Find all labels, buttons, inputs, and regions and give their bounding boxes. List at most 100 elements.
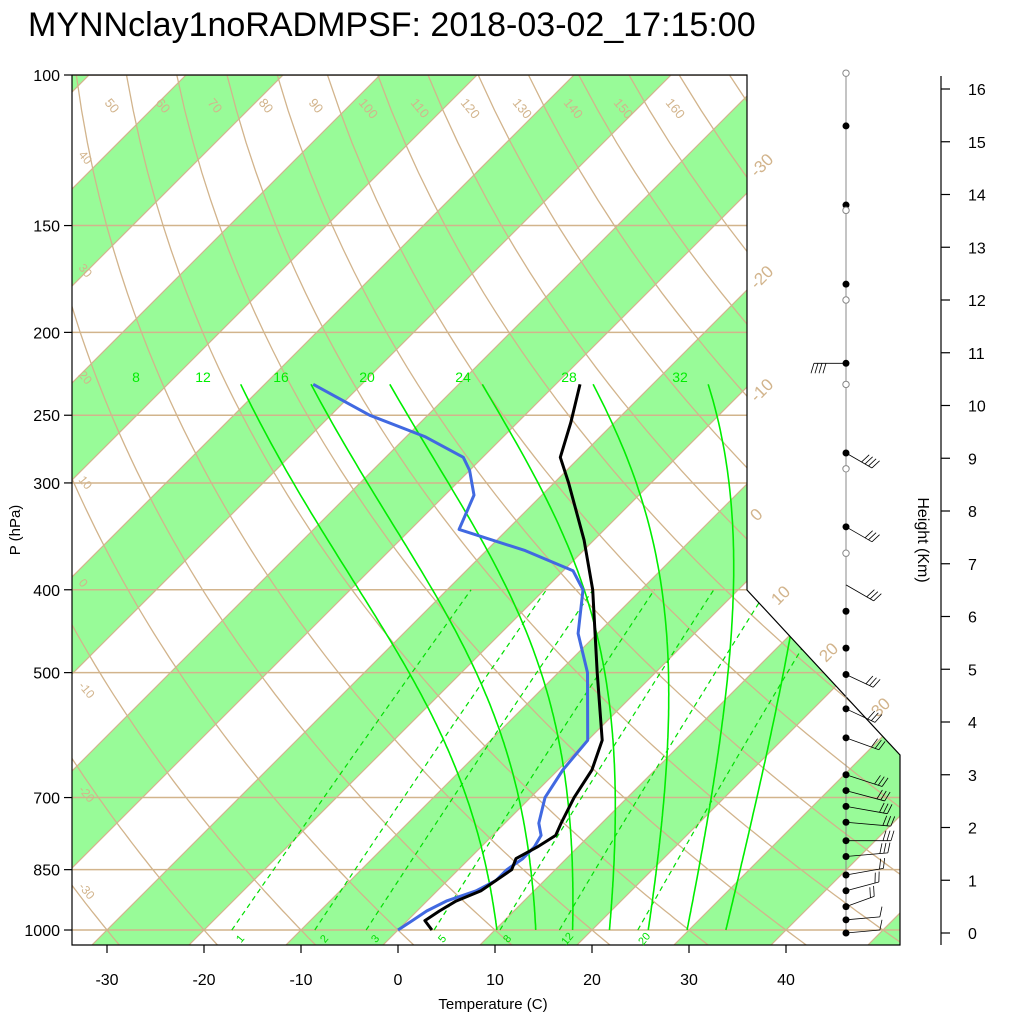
wind-barb-flag xyxy=(822,363,827,374)
wind-barb-flag xyxy=(887,804,893,814)
height-tick-label: 1 xyxy=(968,873,977,890)
height-tick-label: 9 xyxy=(968,451,977,468)
pressure-tick-label: 150 xyxy=(33,219,60,236)
wind-barb-flag xyxy=(869,887,871,898)
height-level-dot xyxy=(842,280,850,288)
wind-barb-flag xyxy=(880,790,887,801)
isotherm-line xyxy=(72,75,497,945)
dry-adiabat xyxy=(72,75,126,945)
wind-barb-flag xyxy=(874,714,883,723)
height-tick-label: 16 xyxy=(968,82,986,99)
wind-barb-flag xyxy=(814,363,819,374)
x-axis-label: Temperature (C) xyxy=(438,996,547,1013)
dewpoint-profile xyxy=(312,382,590,932)
height-level-dot xyxy=(842,201,850,209)
wind-barb xyxy=(845,708,883,723)
isotherm-label: 10 xyxy=(767,582,794,609)
dry-adiabat xyxy=(75,75,619,945)
wind-barb-shaft xyxy=(845,806,888,815)
plot-frame xyxy=(71,74,901,946)
wind-barb xyxy=(845,919,883,934)
dry-adiabat xyxy=(72,75,520,945)
pressure-tick-label: 300 xyxy=(33,476,60,493)
height-axis-label: Height (Km) xyxy=(914,497,931,582)
dry-adiabat xyxy=(326,75,900,945)
wind-barb-flag xyxy=(879,802,885,813)
height-level-dot xyxy=(842,607,850,615)
pressure-tick-label: 700 xyxy=(33,791,60,808)
sounding-profiles xyxy=(312,382,604,932)
wind-barb-flag xyxy=(881,777,889,787)
wind-barb-shaft xyxy=(845,881,879,892)
wind-barb-flag xyxy=(883,857,886,869)
dry-adiabat xyxy=(72,75,225,945)
temperature-tick-label: 20 xyxy=(583,972,601,989)
dry-adiabat xyxy=(427,75,900,945)
pressure-tick-label: 200 xyxy=(33,325,60,342)
wind-barb-flag xyxy=(874,775,881,785)
wind-barb-flag xyxy=(874,739,882,749)
wind-barb-flag xyxy=(873,885,875,897)
height-tick-label: 7 xyxy=(968,557,977,574)
wind-barb-flag xyxy=(886,830,891,841)
height-tick-label: 12 xyxy=(968,293,986,310)
moist-adiabat-label: 28 xyxy=(561,369,577,385)
mixing-ratio-line xyxy=(637,589,839,931)
wind-barb xyxy=(845,789,891,802)
pressure-tick-label: 850 xyxy=(33,863,60,880)
height-level-dot xyxy=(842,771,850,779)
isotherm-label: 0 xyxy=(746,505,766,525)
height-level-dot xyxy=(842,802,850,810)
isotherm-line xyxy=(72,75,788,945)
height-open-dot xyxy=(842,296,850,304)
moist-adiabat xyxy=(592,383,670,931)
temperature-tick-label: 40 xyxy=(777,972,795,989)
y-axis-label: P (hPa) xyxy=(7,505,24,556)
wind-barb xyxy=(845,674,881,688)
wind-barb-flag xyxy=(878,776,885,786)
mixing-ratio-line xyxy=(314,589,547,931)
wind-barb-shaft xyxy=(845,916,880,921)
wind-barb xyxy=(845,815,896,827)
wind-barb-flag xyxy=(871,460,880,469)
height-tick-label: 4 xyxy=(968,715,977,732)
height-level-dot xyxy=(842,644,850,652)
isotherm-label: -10 xyxy=(746,375,777,406)
pressure-tick-label: 400 xyxy=(33,583,60,600)
wind-barb-flag xyxy=(879,906,883,917)
pressure-tick-label: 250 xyxy=(33,408,60,425)
chart-title: MYNNclay1noRADMPSF: 2018-03-02_17:15:00 xyxy=(28,6,756,44)
wind-barb-flag xyxy=(810,363,815,374)
wind-barb-flag xyxy=(864,456,873,465)
height-tick-label: 10 xyxy=(968,399,986,416)
moist-adiabat xyxy=(310,383,537,931)
wind-barb xyxy=(810,362,846,374)
dry-adiabat xyxy=(477,75,900,945)
height-tick-label: 6 xyxy=(968,610,977,627)
wind-barb-flag xyxy=(868,458,877,467)
temperature-tick-label: -20 xyxy=(192,972,215,989)
height-tick-label: 8 xyxy=(968,504,977,521)
wind-barb-shaft xyxy=(845,821,891,827)
moist-adiabat-label: 16 xyxy=(273,369,289,385)
wind-barb xyxy=(845,842,891,857)
wind-barb-flag xyxy=(869,591,879,600)
moist-adiabat xyxy=(239,383,498,931)
moist-adiabat-label: 12 xyxy=(195,369,211,385)
mixing-ratio-line xyxy=(365,589,594,931)
wind-barb-flag xyxy=(871,534,880,543)
wind-barb-flag xyxy=(874,872,876,884)
height-tick-label: 0 xyxy=(968,926,977,943)
moist-adiabat xyxy=(686,384,735,931)
wind-barb-flag xyxy=(818,363,823,374)
temperature-tick-label: -10 xyxy=(289,972,312,989)
wind-barb-flag xyxy=(879,858,882,870)
wind-barb-flag xyxy=(872,679,881,688)
wind-barb-flag xyxy=(866,589,875,598)
dry-adiabat xyxy=(72,75,323,945)
height-tick-label: 14 xyxy=(968,188,986,205)
temperature-band xyxy=(72,75,691,945)
wind-barb-shaft xyxy=(845,737,880,751)
temperature-tick-label: 30 xyxy=(680,972,698,989)
isotherm-line xyxy=(72,75,303,945)
